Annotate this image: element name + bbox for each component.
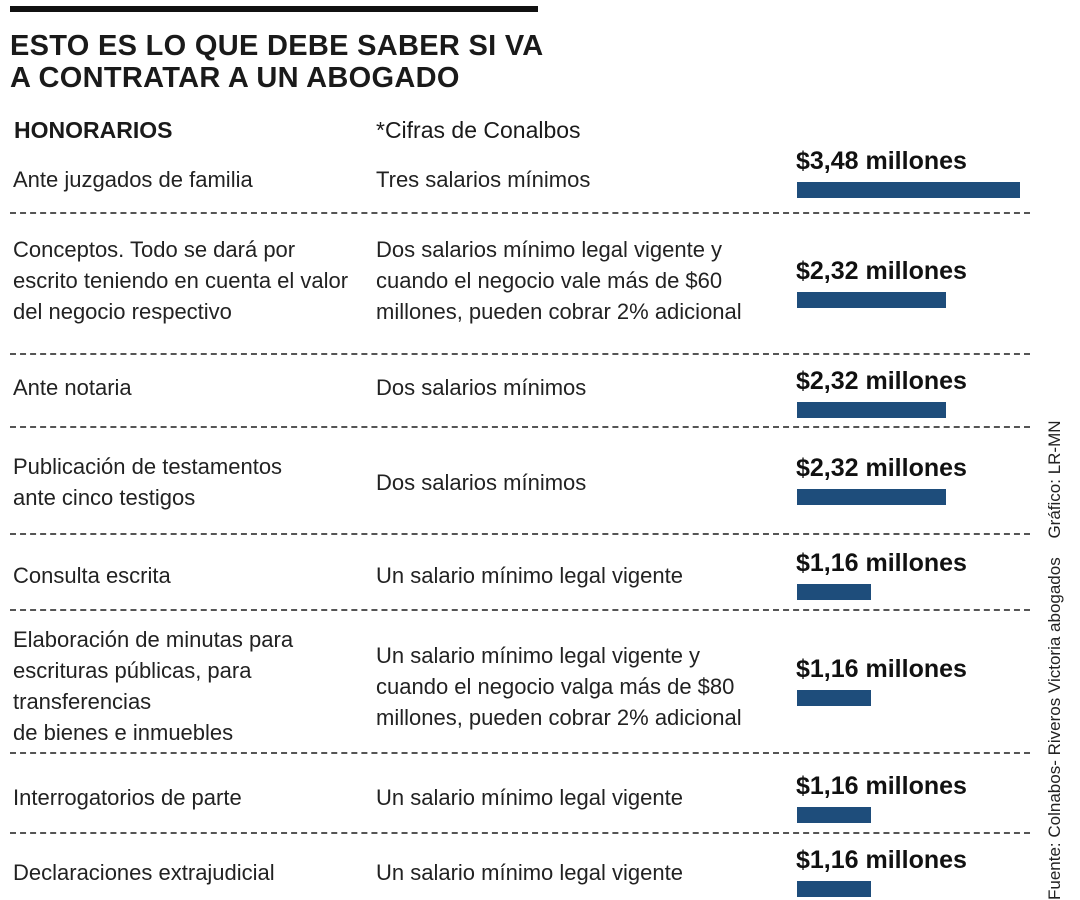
fee-bar [797,489,946,505]
fee-description-line: millones, pueden cobrar 2% adicional [376,298,742,324]
fee-description-line: Tres salarios mínimos [376,166,591,192]
amount-label: $1,16 millones [796,772,967,800]
fee-concept-line: del negocio respectivo [13,298,232,324]
fee-description-line: Dos salarios mínimos [376,374,587,400]
table-row: Conceptos. Todo se dará por escrito tenie… [0,228,1030,332]
fee-concept-line: Publicación de testamentos [13,454,283,479]
fee-concept: Conceptos. Todo se dará por escrito tenie… [13,228,368,332]
amount-label: $2,32 millones [796,367,967,395]
fee-bar [797,292,946,308]
fee-description-line: millones, pueden cobrar 2% adicional [376,704,742,730]
fee-description: Un salario mínimo legal vigente [376,766,776,828]
fee-description-line: Un salario mínimo legal vigente [376,784,683,810]
fee-concept: Interrogatorios de parte [13,766,368,828]
fee-description-line: cuando el negocio vale más de $60 [376,267,723,293]
fee-bar [797,402,946,418]
fee-description-line: Dos salarios mínimo legal vigente y [376,236,723,262]
row-divider [10,426,1030,428]
fee-description: Dos salarios mínimos [376,358,776,416]
table-row: Elaboración de minutas para escrituras pú… [0,627,1030,745]
fee-concept-line: Conceptos. Todo se dará por [13,236,296,262]
column-header-honorarios: HONORARIOS [14,117,173,143]
fee-concept: Consulta escrita [13,544,368,606]
fee-bar [797,807,871,823]
fee-concept: Publicación de testamentos ante cinco tes… [13,446,368,518]
fee-concept-line: ante cinco testigos [13,485,196,510]
table-row: Publicación de testamentos ante cinco tes… [0,446,1030,518]
table-row: Declaraciones extrajudicial Un salario mí… [0,846,1030,898]
title-line-2: A CONTRATAR A UN ABOGADO [10,62,460,94]
fee-description-line: cuando el negocio valga más de $80 [376,673,735,699]
fee-description: Un salario mínimo legal vigente [376,544,776,606]
row-divider [10,609,1030,611]
fee-concept-line: Declaraciones extrajudicial [13,859,275,885]
amount-label: $2,32 millones [796,454,967,482]
fee-concept-line: escrituras públicas, para transferencias [13,658,252,714]
amount-label: $1,16 millones [796,549,967,577]
fee-concept-line: de bienes e inmuebles [13,720,234,745]
chart-title: ESTO ES LO QUE DEBE SABER SI VA A CONTRA… [10,30,630,94]
fee-description: Un salario mínimo legal vigente [376,846,776,898]
fee-description-line: Dos salarios mínimos [376,469,587,495]
row-divider [10,353,1030,355]
credit-text: Gráfico: LR-MN [1045,420,1064,539]
amount-label: $1,16 millones [796,655,967,683]
row-divider [10,752,1030,754]
fee-concept: Elaboración de minutas para escrituras pú… [13,627,368,745]
fee-concept: Ante notaria [13,358,368,416]
fee-description: Un salario mínimo legal vigente y cuando … [376,632,776,740]
top-rule [10,6,538,12]
fee-description-line: Un salario mínimo legal vigente y [376,642,701,668]
amount-label: $3,48 millones [796,147,967,175]
fee-concept: Ante juzgados de familia [13,150,368,208]
fee-concept-line: Elaboración de minutas para [13,627,294,652]
fee-description-line: Un salario mínimo legal vigente [376,562,683,588]
row-divider [10,212,1030,214]
table-row: Ante juzgados de familia Tres salarios mí… [0,150,1030,208]
fee-description: Dos salarios mínimo legal vigente y cuand… [376,228,776,332]
table-row: Interrogatorios de parte Un salario mínim… [0,766,1030,828]
table-row: Consulta escrita Un salario mínimo legal … [0,544,1030,606]
amount-label: $1,16 millones [796,846,967,874]
source-text: Fuente: Colnabos- Riveros Victoria aboga… [1045,557,1064,900]
source-note: Fuente: Colnabos- Riveros Victoria aboga… [1040,380,1070,900]
fee-concept-line: Ante notaria [13,374,132,400]
fee-description-line: Un salario mínimo legal vigente [376,859,683,885]
row-divider [10,533,1030,535]
fee-concept-line: Interrogatorios de parte [13,784,242,810]
amount-label: $2,32 millones [796,257,967,285]
fee-bar [797,584,871,600]
fee-concept-line: Ante juzgados de familia [13,166,253,192]
fee-bar [797,182,1020,198]
fee-concept-line: escrito teniendo en cuenta el valor [13,267,349,293]
fee-description: Dos salarios mínimos [376,446,776,518]
fee-bar [797,690,871,706]
fee-bar [797,881,871,897]
row-divider [10,832,1030,834]
fee-concept: Declaraciones extrajudicial [13,846,368,898]
fee-description: Tres salarios mínimos [376,150,776,208]
fee-concept-line: Consulta escrita [13,562,171,588]
table-row: Ante notaria Dos salarios mínimos [0,358,1030,416]
column-header-cifras: *Cifras de Conalbos [376,117,581,143]
title-line-1: ESTO ES LO QUE DEBE SABER SI VA [10,30,544,62]
